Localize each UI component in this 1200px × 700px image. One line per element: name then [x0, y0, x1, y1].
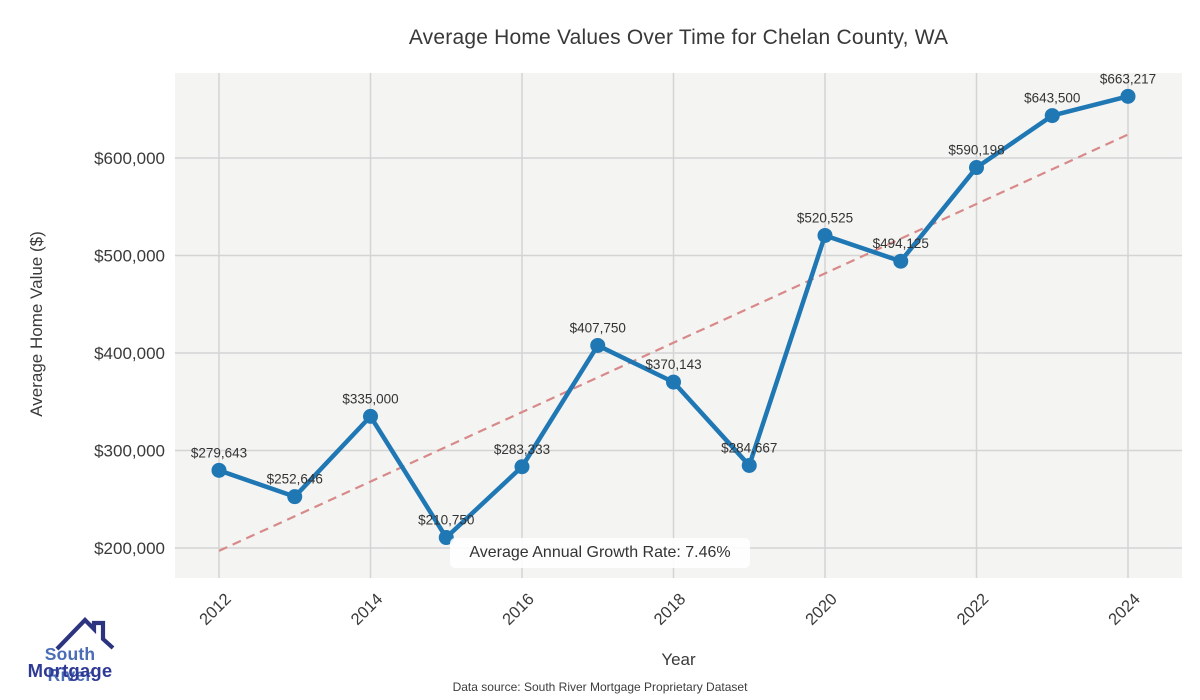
data-point — [211, 462, 227, 478]
y-tick-label: $500,000 — [94, 247, 165, 266]
data-point — [363, 408, 378, 424]
data-point-label: $252,646 — [267, 472, 323, 487]
data-point-label: $284,667 — [721, 440, 777, 455]
data-point — [741, 457, 757, 473]
data-point-label: $663,217 — [1100, 71, 1156, 86]
x-tick-label: 2018 — [651, 590, 690, 629]
data-point-label: $370,143 — [645, 357, 701, 372]
y-tick-label: $600,000 — [94, 149, 165, 168]
x-tick-label: 2020 — [802, 590, 841, 629]
y-tick-label: $400,000 — [94, 344, 165, 363]
data-point — [1044, 108, 1060, 124]
chart-title: Average Home Values Over Time for Chelan… — [408, 26, 949, 49]
data-point — [969, 160, 984, 176]
data-point-label: $643,500 — [1024, 91, 1080, 106]
x-tick-label: 2022 — [954, 590, 993, 629]
data-point — [817, 227, 833, 243]
logo-text-line1: South River — [44, 644, 96, 685]
data-point-label: $283,333 — [494, 442, 550, 457]
growth-rate-annotation: Average Annual Growth Rate: 7.46% — [450, 538, 750, 568]
company-logo: South River Mortgage — [14, 614, 144, 690]
data-point-label: $590,198 — [948, 143, 1004, 158]
data-point-label: $335,000 — [342, 391, 398, 406]
plot-area-background — [175, 73, 1182, 578]
data-point — [514, 459, 530, 475]
data-point-label: $407,750 — [570, 320, 626, 335]
x-axis-label: Year — [661, 650, 696, 669]
house-roof-icon — [55, 617, 115, 651]
data-source-note: Data source: South River Mortgage Propri… — [452, 680, 748, 694]
x-tick-label: 2016 — [499, 590, 538, 629]
data-point — [590, 337, 606, 353]
x-tick-label: 2024 — [1105, 590, 1144, 629]
data-point — [1120, 88, 1136, 104]
data-point-label: $279,643 — [191, 445, 247, 460]
data-point — [666, 374, 681, 390]
data-point-label: $210,750 — [418, 513, 474, 528]
data-point — [287, 489, 303, 505]
x-tick-label: 2014 — [348, 590, 387, 629]
y-tick-label: $200,000 — [94, 539, 165, 558]
trend-line — [218, 133, 1129, 552]
y-tick-label: $300,000 — [94, 442, 165, 461]
data-point — [893, 253, 909, 269]
data-point-label: $520,525 — [797, 210, 853, 225]
data-point-label: $494,125 — [873, 236, 929, 251]
logo-text-line2: Mortgage — [27, 660, 113, 681]
y-axis-label: Average Home Value ($) — [27, 231, 46, 417]
x-tick-label: 2012 — [196, 590, 235, 629]
